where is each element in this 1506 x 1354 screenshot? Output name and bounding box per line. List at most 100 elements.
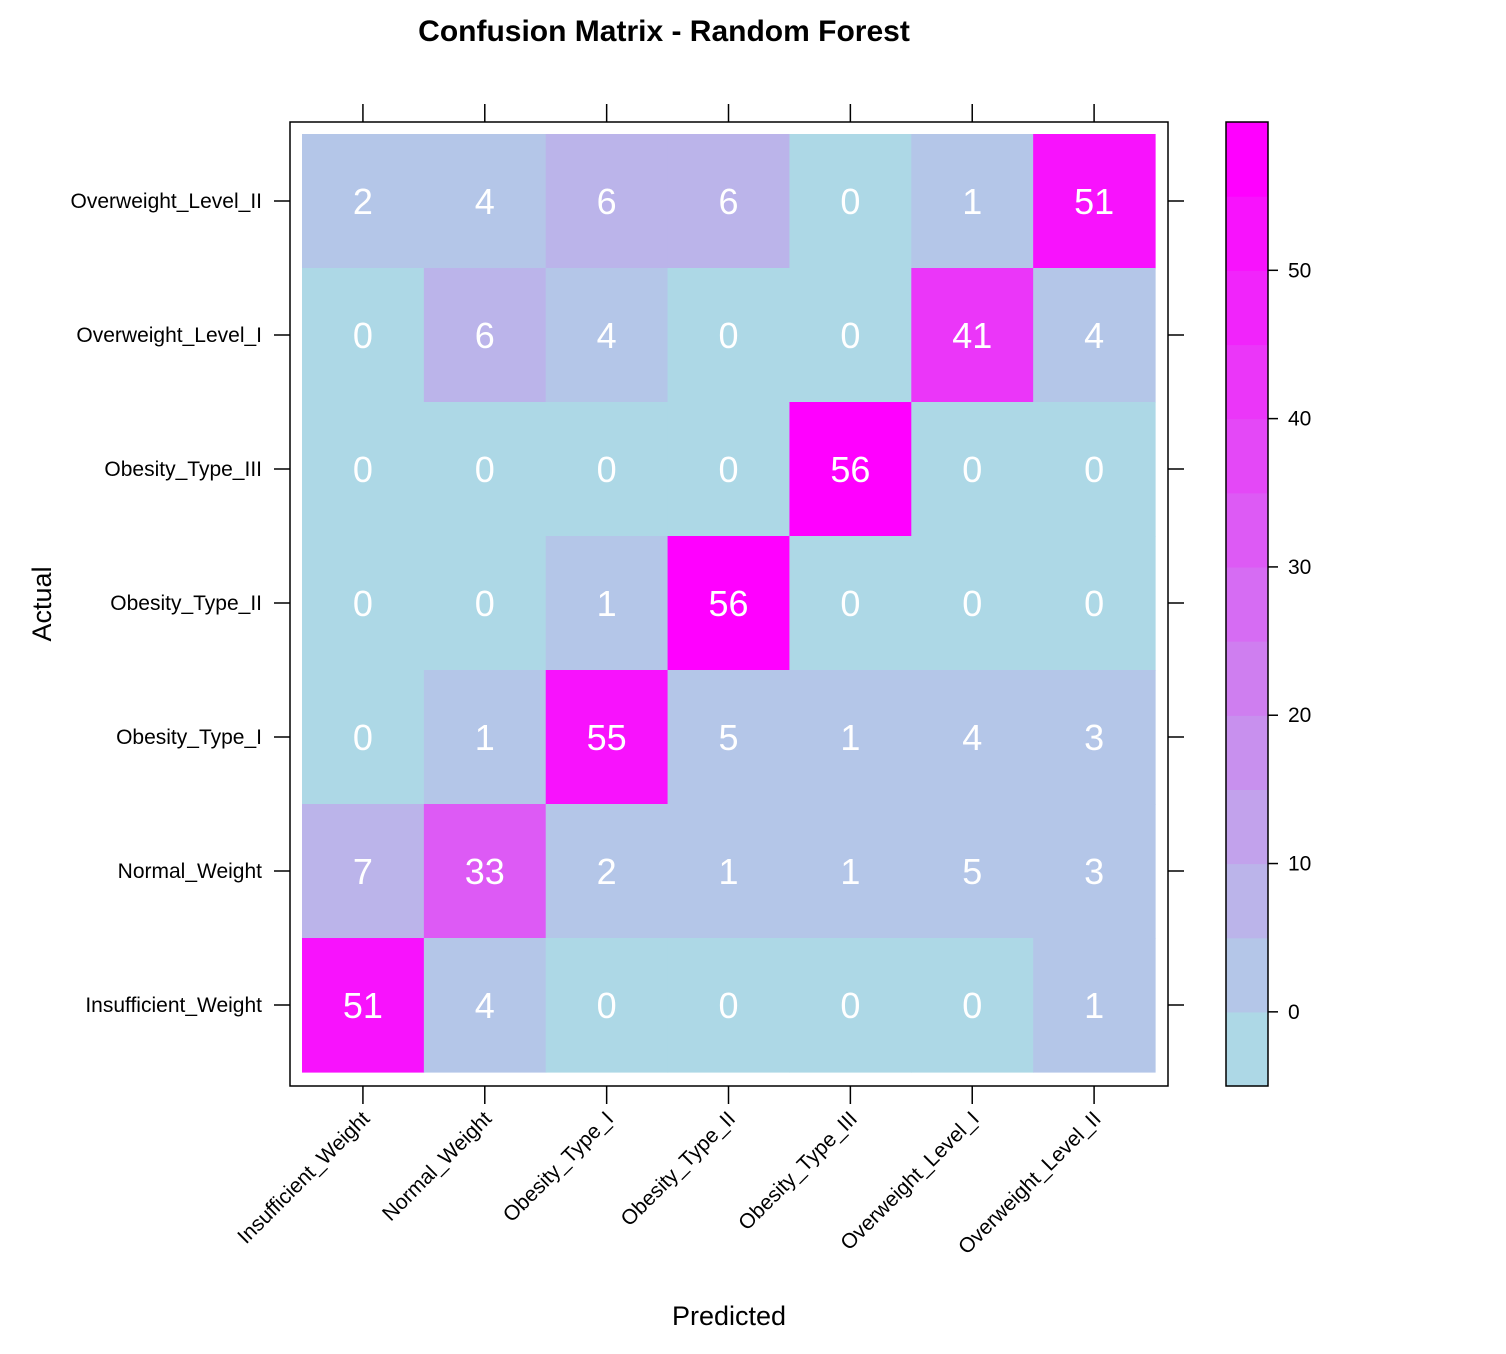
cell-value-label: 0 <box>718 449 738 490</box>
colorbar-bin <box>1226 863 1268 939</box>
y-tick-label: Insufficient_Weight <box>85 994 262 1017</box>
cell-value-label: 0 <box>353 449 373 490</box>
x-tick-label: Overweight_Level_I <box>836 1107 984 1255</box>
cell-value-label: 1 <box>962 181 982 222</box>
cell-value-label: 0 <box>962 449 982 490</box>
heatmap-cell <box>667 268 791 403</box>
axis-ticks <box>274 104 1184 1104</box>
heatmap-cell <box>1033 938 1156 1073</box>
heatmap-cell <box>423 670 547 805</box>
x-tick-label: Obesity_Type_III <box>734 1107 862 1235</box>
y-tick-label: Obesity_Type_II <box>110 592 262 615</box>
x-tick-label: Obesity_Type_I <box>499 1107 618 1226</box>
heatmap-cell <box>302 670 425 805</box>
cell-value-label: 6 <box>475 315 495 356</box>
heatmap-cell <box>423 134 547 269</box>
colorbar-bin <box>1226 196 1268 271</box>
colorbar-bin <box>1226 418 1268 494</box>
cell-value-label: 0 <box>962 583 982 624</box>
cell-value-label: 4 <box>1084 315 1104 356</box>
colorbar-bin <box>1226 789 1268 865</box>
heatmap-cell <box>789 804 912 939</box>
colorbar-tick-label: 20 <box>1288 704 1311 727</box>
heatmap-cell <box>302 134 425 269</box>
x-tick-label: Insufficient_Weight <box>233 1107 374 1248</box>
heatmap-cell <box>789 134 912 269</box>
colorbar-tick-label: 40 <box>1288 408 1311 431</box>
heatmap-cell <box>545 268 669 403</box>
heatmap-cell <box>667 536 791 671</box>
cell-value-label: 3 <box>1084 851 1104 892</box>
cell-value-label: 56 <box>830 449 870 490</box>
cell-value-label: 41 <box>952 315 992 356</box>
heatmap-cell <box>423 268 547 403</box>
cell-value-label: 0 <box>353 315 373 356</box>
cell-value-label: 0 <box>840 985 860 1026</box>
x-axis-title: Predicted <box>672 1301 786 1331</box>
heatmap-cell <box>911 804 1034 939</box>
heatmap-cell <box>545 402 669 537</box>
cell-value-label: 0 <box>353 583 373 624</box>
cell-value-label: 4 <box>475 181 495 222</box>
colorbar-bin <box>1226 715 1268 790</box>
cell-value-label: 0 <box>840 315 860 356</box>
chart-title: Confusion Matrix - Random Forest <box>418 15 910 48</box>
cell-value-label: 0 <box>718 985 738 1026</box>
heatmap-cell <box>789 938 912 1073</box>
colorbar: 0 10 20 30 40 50 <box>1225 121 1311 1087</box>
cell-value-label: 0 <box>1084 449 1104 490</box>
heatmap-cell <box>1033 268 1156 403</box>
cell-value-label: 5 <box>962 851 982 892</box>
heatmap-cell <box>302 536 425 671</box>
cell-value-label: 0 <box>962 985 982 1026</box>
cell-value-label: 2 <box>353 181 373 222</box>
heatmap-cell <box>302 402 425 537</box>
heatmap-cell <box>667 402 791 537</box>
cell-value-label: 4 <box>962 717 982 758</box>
colorbar-bin <box>1226 270 1268 346</box>
heatmap-cell <box>667 134 791 269</box>
heatmap-cells <box>302 134 1156 1073</box>
cell-value-label: 1 <box>840 851 860 892</box>
heatmap-cell <box>545 938 669 1073</box>
x-tick-label: Obesity_Type_II <box>616 1107 740 1231</box>
colorbar-bin <box>1226 492 1268 568</box>
y-tick-label: Overweight_Level_II <box>71 190 262 213</box>
cell-value-label: 6 <box>718 181 738 222</box>
colorbar-tick-label: 10 <box>1288 853 1311 876</box>
heatmap-cell <box>911 938 1034 1073</box>
cell-value-label: 1 <box>475 717 495 758</box>
heatmap-cell <box>667 938 791 1073</box>
y-tick-label: Normal_Weight <box>118 860 262 883</box>
cell-value-label: 7 <box>353 851 373 892</box>
heatmap-cell <box>1033 402 1156 537</box>
colorbar-bin <box>1226 641 1268 716</box>
colorbar-tick-label: 30 <box>1288 556 1311 579</box>
cell-value-label: 33 <box>465 851 505 892</box>
heatmap-cell <box>667 804 791 939</box>
cell-value-label: 5 <box>718 717 738 758</box>
heatmap-cell <box>302 938 425 1073</box>
heatmap-cell <box>1033 134 1156 269</box>
colorbar-bin <box>1226 122 1268 197</box>
heatmap-cell <box>911 536 1034 671</box>
y-tick-label: Obesity_Type_III <box>104 458 262 481</box>
cell-value-label: 1 <box>840 717 860 758</box>
heatmap-cell <box>1033 536 1156 671</box>
colorbar-tick-label: 0 <box>1288 1001 1300 1024</box>
cell-value-label: 0 <box>597 985 617 1026</box>
x-axis-tick-labels: Insufficient_Weight Normal_Weight Obesity_… <box>233 1107 1105 1259</box>
heatmap-cell <box>423 938 547 1073</box>
colorbar-bin <box>1226 344 1268 420</box>
colorbar-bin <box>1226 566 1268 642</box>
heatmap-cell <box>789 670 912 805</box>
heatmap-cell <box>789 536 912 671</box>
cell-value-label: 0 <box>1084 583 1104 624</box>
cell-value-label: 1 <box>1084 985 1104 1026</box>
heatmap-cell <box>667 670 791 805</box>
heatmap-cell-labels: 2 4 6 6 0 1 510 6 4 0 0 41 40 0 0 0 56 0 00 0 1 56 0 0 00 1 55 5 1 4 3… <box>343 181 1114 1026</box>
x-tick-label: Normal_Weight <box>378 1107 496 1225</box>
heatmap-cell <box>789 268 912 403</box>
heatmap-cell <box>911 402 1034 537</box>
